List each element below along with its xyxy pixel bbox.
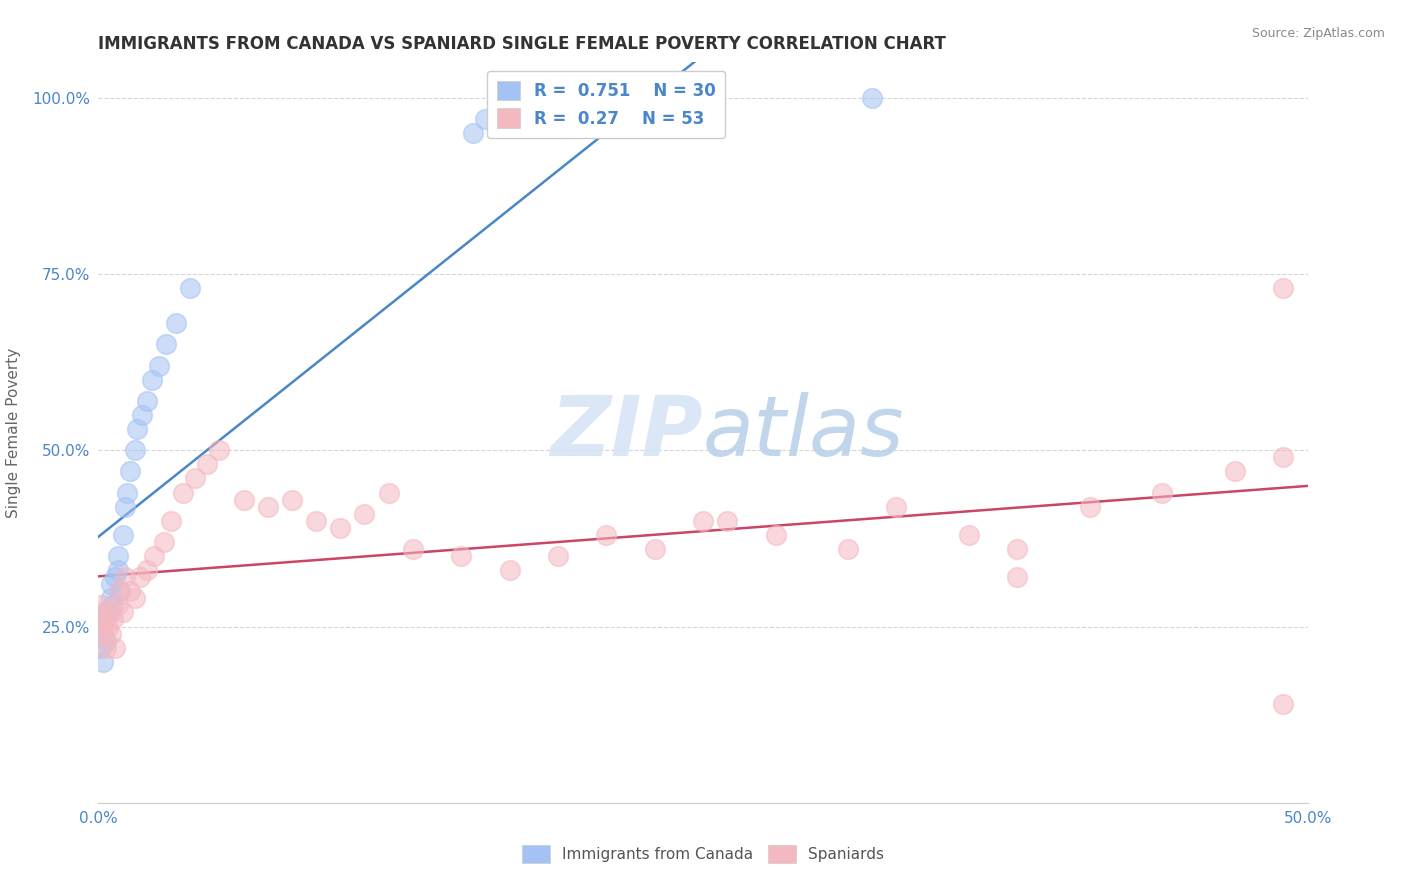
Text: Source: ZipAtlas.com: Source: ZipAtlas.com xyxy=(1251,27,1385,40)
Point xyxy=(716,514,738,528)
Point xyxy=(256,500,278,514)
Point xyxy=(104,640,127,655)
Point xyxy=(208,443,231,458)
Point xyxy=(474,112,496,126)
Point xyxy=(97,606,120,620)
Point xyxy=(108,584,131,599)
Point xyxy=(1007,570,1029,584)
Point xyxy=(1223,464,1246,478)
Point xyxy=(108,584,131,599)
Point xyxy=(118,464,141,478)
Point xyxy=(402,541,425,556)
Point xyxy=(90,619,112,633)
Point xyxy=(135,563,157,577)
Point xyxy=(101,599,124,613)
Point xyxy=(860,91,883,105)
Point xyxy=(124,443,146,458)
Point xyxy=(765,528,787,542)
Point xyxy=(160,514,183,528)
Point xyxy=(1272,450,1295,465)
Point xyxy=(184,471,207,485)
Point xyxy=(1272,697,1295,711)
Point xyxy=(114,570,136,584)
Y-axis label: Single Female Poverty: Single Female Poverty xyxy=(6,348,21,517)
Point xyxy=(100,626,122,640)
Point xyxy=(94,640,117,655)
Point xyxy=(1152,485,1174,500)
Point xyxy=(91,606,114,620)
Text: ZIP: ZIP xyxy=(550,392,703,473)
Point xyxy=(111,606,134,620)
Point xyxy=(114,500,136,514)
Point xyxy=(165,316,187,330)
Point xyxy=(97,619,120,633)
Point xyxy=(353,507,375,521)
Point xyxy=(152,535,174,549)
Point xyxy=(1078,500,1101,514)
Point xyxy=(91,626,114,640)
Point xyxy=(100,591,122,606)
Legend: Immigrants from Canada, Spaniards: Immigrants from Canada, Spaniards xyxy=(516,839,890,869)
Point xyxy=(232,492,254,507)
Point xyxy=(128,570,150,584)
Point xyxy=(692,514,714,528)
Point xyxy=(94,612,117,626)
Point xyxy=(117,485,139,500)
Point xyxy=(90,640,112,655)
Point xyxy=(155,337,177,351)
Point xyxy=(91,612,114,626)
Point xyxy=(101,612,124,626)
Point xyxy=(1272,281,1295,295)
Point xyxy=(463,126,485,140)
Point xyxy=(547,549,569,563)
Point xyxy=(90,619,112,633)
Point xyxy=(1007,541,1029,556)
Point xyxy=(141,373,163,387)
Text: atlas: atlas xyxy=(703,392,904,473)
Point xyxy=(90,599,112,613)
Point xyxy=(104,570,127,584)
Point xyxy=(595,528,617,542)
Point xyxy=(118,584,141,599)
Point xyxy=(100,606,122,620)
Point xyxy=(329,521,352,535)
Point xyxy=(143,549,166,563)
Point xyxy=(957,528,980,542)
Point xyxy=(107,549,129,563)
Point xyxy=(281,492,304,507)
Point xyxy=(886,500,908,514)
Point xyxy=(179,281,201,295)
Point xyxy=(94,633,117,648)
Point xyxy=(124,591,146,606)
Point xyxy=(107,563,129,577)
Text: IMMIGRANTS FROM CANADA VS SPANIARD SINGLE FEMALE POVERTY CORRELATION CHART: IMMIGRANTS FROM CANADA VS SPANIARD SINGL… xyxy=(98,35,946,53)
Point xyxy=(131,408,153,422)
Point xyxy=(305,514,328,528)
Point xyxy=(135,393,157,408)
Point xyxy=(107,599,129,613)
Point xyxy=(148,359,170,373)
Point xyxy=(195,458,218,472)
Point xyxy=(644,541,666,556)
Point xyxy=(100,577,122,591)
Point xyxy=(94,606,117,620)
Point xyxy=(127,422,149,436)
Point xyxy=(450,549,472,563)
Point xyxy=(91,655,114,669)
Point xyxy=(498,563,520,577)
Point xyxy=(172,485,194,500)
Point xyxy=(377,485,399,500)
Point xyxy=(111,528,134,542)
Point xyxy=(837,541,859,556)
